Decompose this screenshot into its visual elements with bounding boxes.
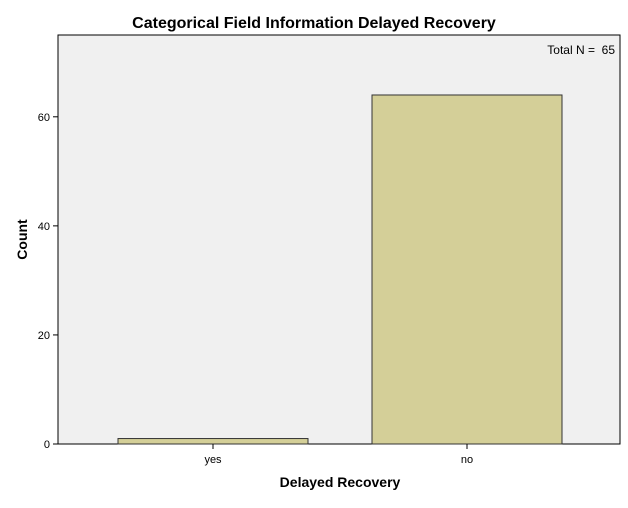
y-tick-label: 60 [38,112,50,124]
x-axis-ticks: yes no [204,444,473,466]
x-axis-title: Delayed Recovery [280,474,401,490]
y-axis-ticks: 0 20 40 60 [38,112,58,451]
total-n-annotation: Total N = 65 [547,43,615,57]
y-tick-label: 0 [44,439,50,451]
x-tick-label-yes: yes [204,454,222,466]
y-tick-label: 40 [38,221,50,233]
x-tick-label-no: no [461,454,473,466]
bar-no [371,94,563,445]
y-tick-label: 20 [38,330,50,342]
bars-group [117,94,563,445]
bar-yes [117,438,309,445]
y-axis-title: Count [14,219,30,260]
chart-title: Categorical Field Information Delayed Re… [132,15,496,32]
